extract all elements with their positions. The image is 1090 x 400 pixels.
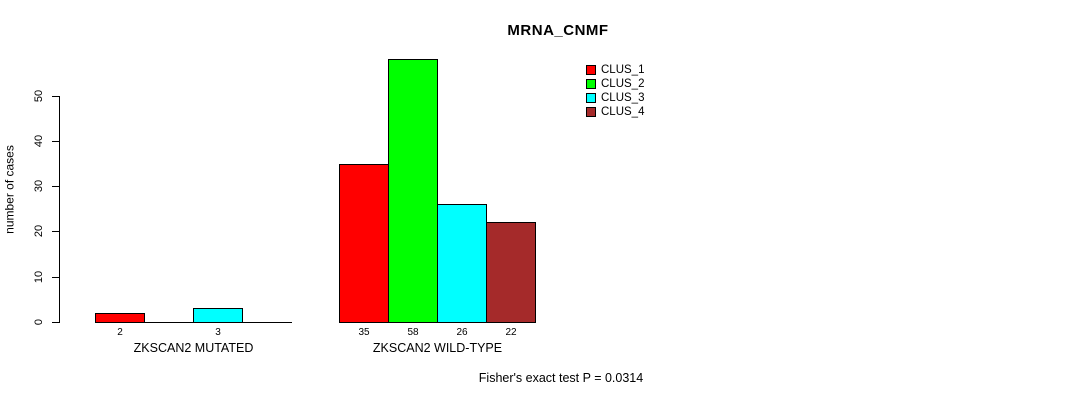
y-tick-mark (52, 141, 59, 142)
y-tick-mark (52, 96, 59, 97)
zero-height-bar (242, 322, 292, 323)
y-tick-label: 20 (33, 224, 45, 238)
legend-item: CLUS_3 (586, 91, 644, 105)
bar (95, 313, 145, 323)
annotation-text: Fisher's exact test P = 0.0314 (478, 371, 644, 385)
category-label: ZKSCAN2 WILD-TYPE (372, 341, 503, 355)
legend-item: CLUS_1 (586, 63, 644, 77)
chart-title: MRNA_CNMF (507, 22, 609, 39)
bar (388, 59, 438, 323)
bar (339, 164, 389, 323)
legend-swatch (586, 65, 596, 75)
y-tick-label: 40 (33, 134, 45, 148)
bar-value-label: 26 (456, 327, 468, 338)
y-axis-line (59, 96, 60, 323)
y-tick-mark (52, 186, 59, 187)
legend-label: CLUS_3 (601, 92, 645, 104)
y-tick-mark (52, 231, 59, 232)
legend-item: CLUS_4 (586, 105, 644, 119)
bar-value-label: 2 (117, 327, 123, 338)
legend-swatch (586, 79, 596, 89)
y-axis-title: number of cases (2, 145, 17, 234)
legend: CLUS_1 CLUS_2 CLUS_3 CLUS_4 (586, 63, 644, 119)
y-tick-label: 0 (33, 318, 45, 326)
category-label: ZKSCAN2 MUTATED (133, 341, 254, 355)
bar-value-label: 3 (215, 327, 221, 338)
bar (437, 204, 487, 323)
bar (193, 308, 243, 323)
bar (486, 222, 536, 323)
legend-label: CLUS_1 (601, 64, 645, 76)
legend-label: CLUS_4 (601, 106, 645, 118)
legend-item: CLUS_2 (586, 77, 644, 91)
y-tick-label: 10 (33, 270, 45, 284)
y-tick-mark (52, 322, 59, 323)
bar-value-label: 22 (505, 327, 517, 338)
y-tick-mark (52, 277, 59, 278)
legend-label: CLUS_2 (601, 78, 645, 90)
y-tick-label: 30 (33, 179, 45, 193)
y-tick-label: 50 (33, 89, 45, 103)
legend-swatch (586, 107, 596, 117)
bar-value-label: 58 (407, 327, 419, 338)
legend-swatch (586, 93, 596, 103)
zero-height-bar (144, 322, 194, 323)
bar-value-label: 35 (358, 327, 370, 338)
